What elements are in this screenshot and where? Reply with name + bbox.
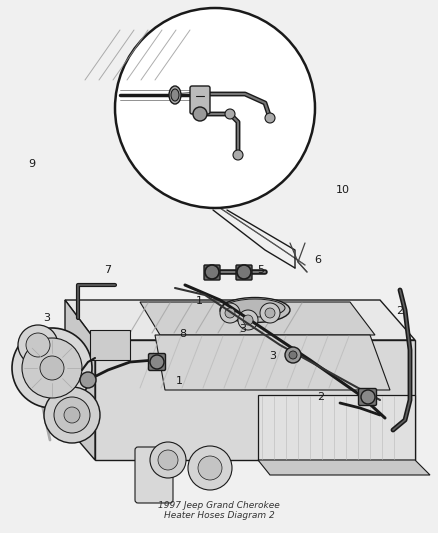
Circle shape — [158, 450, 178, 470]
Polygon shape — [65, 300, 95, 460]
Circle shape — [220, 303, 240, 323]
Circle shape — [54, 397, 90, 433]
Circle shape — [225, 308, 235, 318]
FancyBboxPatch shape — [190, 86, 210, 114]
Text: 2: 2 — [396, 306, 403, 316]
Circle shape — [40, 356, 64, 380]
Text: 7: 7 — [104, 265, 112, 275]
Ellipse shape — [220, 297, 290, 322]
FancyBboxPatch shape — [204, 265, 220, 280]
Circle shape — [22, 338, 82, 398]
Text: 9: 9 — [28, 159, 35, 169]
FancyBboxPatch shape — [135, 447, 173, 503]
Circle shape — [64, 407, 80, 423]
Polygon shape — [90, 330, 130, 360]
FancyBboxPatch shape — [236, 265, 252, 280]
Circle shape — [12, 328, 92, 408]
Circle shape — [205, 265, 219, 279]
Circle shape — [260, 303, 280, 323]
Circle shape — [289, 351, 297, 359]
Circle shape — [150, 355, 164, 369]
Polygon shape — [258, 460, 430, 475]
Circle shape — [80, 372, 96, 388]
Text: 8: 8 — [180, 329, 187, 339]
Circle shape — [285, 347, 301, 363]
Text: 10: 10 — [336, 185, 350, 195]
Circle shape — [265, 308, 275, 318]
Text: 3: 3 — [240, 324, 247, 334]
Circle shape — [188, 446, 232, 490]
Circle shape — [361, 390, 375, 404]
Text: 6: 6 — [314, 255, 321, 265]
Text: 3: 3 — [43, 313, 50, 323]
Circle shape — [225, 109, 235, 119]
Circle shape — [198, 456, 222, 480]
FancyBboxPatch shape — [358, 389, 377, 406]
Circle shape — [18, 325, 58, 365]
Text: 1: 1 — [176, 376, 183, 386]
Circle shape — [44, 387, 100, 443]
Ellipse shape — [169, 86, 181, 104]
Circle shape — [237, 265, 251, 279]
Ellipse shape — [225, 299, 285, 317]
Circle shape — [193, 107, 207, 121]
FancyBboxPatch shape — [148, 353, 166, 370]
Ellipse shape — [171, 89, 179, 101]
Circle shape — [243, 315, 253, 325]
Text: 3: 3 — [269, 351, 276, 361]
Polygon shape — [258, 395, 415, 460]
Polygon shape — [140, 302, 375, 335]
Circle shape — [238, 310, 258, 330]
Circle shape — [115, 8, 315, 208]
Polygon shape — [155, 335, 390, 390]
Circle shape — [265, 113, 275, 123]
Circle shape — [26, 333, 50, 357]
Text: 5: 5 — [258, 265, 265, 275]
Text: 2: 2 — [318, 392, 325, 402]
Polygon shape — [65, 300, 415, 340]
Polygon shape — [95, 340, 415, 460]
Circle shape — [233, 150, 243, 160]
Text: 1: 1 — [195, 296, 202, 306]
Text: 1997 Jeep Grand Cherokee
Heater Hoses Diagram 2: 1997 Jeep Grand Cherokee Heater Hoses Di… — [158, 500, 280, 520]
Circle shape — [150, 442, 186, 478]
